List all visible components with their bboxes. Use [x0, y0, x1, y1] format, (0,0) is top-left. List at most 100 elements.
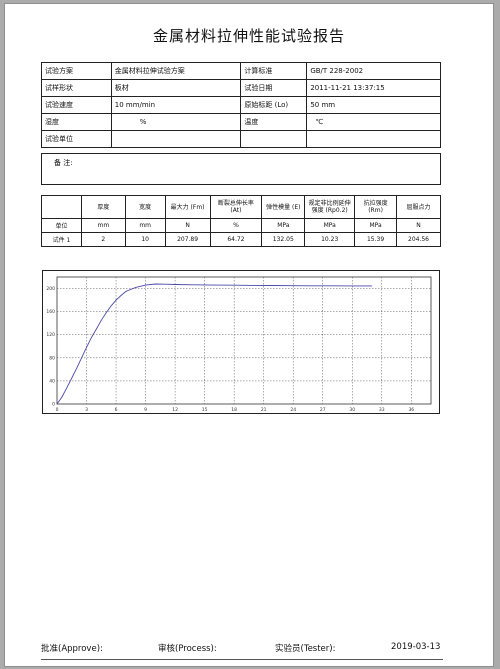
results-unit: %: [209, 218, 263, 233]
results-header: 最大力 (Fm): [164, 195, 211, 219]
info-value: 10 mm/min: [110, 96, 242, 114]
data-point: [194, 284, 196, 286]
x-tick-label: 21: [261, 407, 267, 413]
data-point: [273, 285, 274, 286]
results-header: 弹性模量 (E): [261, 195, 306, 219]
info-value: 2011-11-21 13:37:15: [306, 79, 441, 97]
data-point: [81, 357, 82, 359]
results-cell: 64.72: [209, 232, 263, 247]
results-table: 厚度 宽度 最大力 (Fm) 断裂总伸长率 (At) 弹性模量 (E) 规定非比…: [41, 195, 441, 247]
x-tick-label: 30: [349, 407, 355, 413]
results-unit: MPa: [354, 218, 398, 233]
info-value: GB/T 228-2002: [306, 62, 441, 80]
data-point: [96, 328, 97, 330]
data-point: [253, 285, 255, 286]
x-tick-label: 15: [202, 407, 208, 413]
results-header: 宽度: [124, 195, 166, 219]
data-point: [56, 403, 58, 405]
approve-label: 批准(Approve):: [41, 644, 103, 654]
x-tick-label: 27: [320, 407, 326, 413]
data-point: [135, 287, 137, 288]
x-tick-label: 0: [56, 407, 59, 413]
footer-divider: [41, 659, 443, 660]
results-unit: MPa: [304, 218, 356, 233]
results-header-row: 厚度 宽度 最大力 (Fm) 断裂总伸长率 (At) 弹性模量 (E) 规定非比…: [41, 195, 441, 219]
y-tick-label: 40: [49, 378, 55, 384]
info-label: 湿度: [41, 113, 112, 131]
info-value: [110, 130, 242, 148]
info-row: 试验方案 金属材料拉伸试验方案 计算标准 GB/T 228-2002: [41, 62, 441, 80]
x-tick-label: 9: [144, 407, 147, 413]
results-unit: N: [396, 218, 441, 233]
info-row: 试验速度 10 mm/min 原始标距 (Lo) 50 mm: [41, 96, 441, 114]
data-point: [351, 285, 353, 287]
results-header: 抗拉强度 (Rm): [354, 195, 398, 219]
results-cell: 15.39: [354, 232, 398, 247]
y-tick-label: 160: [46, 309, 55, 315]
results-unit: mm: [80, 218, 126, 233]
results-cell: 试件 1: [41, 232, 82, 247]
tester-label: 实验员(Tester):: [275, 644, 336, 654]
results-cell: 204.56: [396, 232, 441, 247]
x-tick-label: 33: [379, 407, 385, 413]
results-cell: 10: [124, 232, 166, 247]
info-label: 试验速度: [41, 96, 112, 114]
report-page: 金属材料拉伸性能试验报告 试验方案 金属材料拉伸试验方案 计算标准 GB/T 2…: [4, 3, 494, 667]
x-tick-label: 36: [408, 407, 414, 413]
results-unit: mm: [124, 218, 166, 233]
notes-label: 备 注:: [54, 159, 73, 167]
info-value: 金属材料拉伸试验方案: [110, 62, 242, 80]
x-tick-label: 12: [172, 407, 178, 413]
results-unit: N: [164, 218, 211, 233]
data-point: [145, 284, 146, 286]
info-value: 板材: [110, 79, 242, 97]
data-point: [332, 285, 333, 287]
y-tick-label: 200: [46, 286, 55, 292]
data-point: [312, 285, 314, 287]
results-header: 断裂总伸长率 (At): [209, 195, 263, 219]
info-label: [240, 130, 308, 148]
data-point: [91, 337, 92, 338]
data-point: [100, 319, 102, 321]
data-point: [214, 284, 215, 286]
data-point: [292, 285, 294, 287]
results-cell: 10.23: [304, 232, 356, 247]
y-tick-label: 0: [52, 402, 55, 408]
results-cell: 132.05: [261, 232, 306, 247]
info-label: 试样形状: [41, 79, 112, 97]
plot-area: [56, 276, 432, 405]
results-header: 厚度: [80, 195, 126, 219]
results-row: 试件 1 2 10 207.89 64.72 132.05 10.23 15.3…: [41, 232, 441, 247]
data-point: [66, 387, 68, 389]
data-point: [164, 283, 166, 285]
data-point: [155, 283, 156, 285]
info-row: 湿度 % 温度 ℃: [41, 113, 441, 131]
x-tick-label: 3: [85, 407, 88, 413]
x-tick-label: 6: [115, 407, 118, 413]
test-info-table: 试验方案 金属材料拉伸试验方案 计算标准 GB/T 228-2002 试样形状 …: [41, 62, 441, 148]
x-tick-label: 24: [290, 407, 296, 413]
data-point: [115, 299, 117, 301]
info-label: 原始标距 (Lo): [240, 96, 308, 114]
data-point: [110, 305, 112, 307]
info-label: 温度: [240, 113, 308, 131]
data-point: [371, 285, 373, 287]
info-value: [306, 130, 441, 148]
y-tick-label: 120: [46, 332, 55, 338]
results-unit: MPa: [261, 218, 306, 233]
data-point: [76, 367, 78, 369]
data-point: [120, 295, 122, 296]
data-point: [61, 396, 63, 398]
info-label: 试验单位: [41, 130, 112, 148]
notes-box: 备 注:: [41, 153, 441, 185]
data-point: [71, 377, 73, 379]
results-cell: 207.89: [164, 232, 211, 247]
info-label: 试验日期: [240, 79, 308, 97]
load-curve-chart: 0 3 6 9 12 15 18 21 24 27 30 33 36 0 40 80 120 160 200: [42, 270, 440, 414]
results-header: [41, 195, 82, 219]
info-row: 试样形状 板材 试验日期 2011-11-21 13:37:15: [41, 79, 441, 97]
results-header: 规定非比例延伸强度 (Rp0.2): [304, 195, 356, 219]
results-header: 屈服点力: [396, 195, 441, 219]
data-point: [233, 284, 235, 286]
process-label: 审核(Process):: [158, 644, 217, 654]
